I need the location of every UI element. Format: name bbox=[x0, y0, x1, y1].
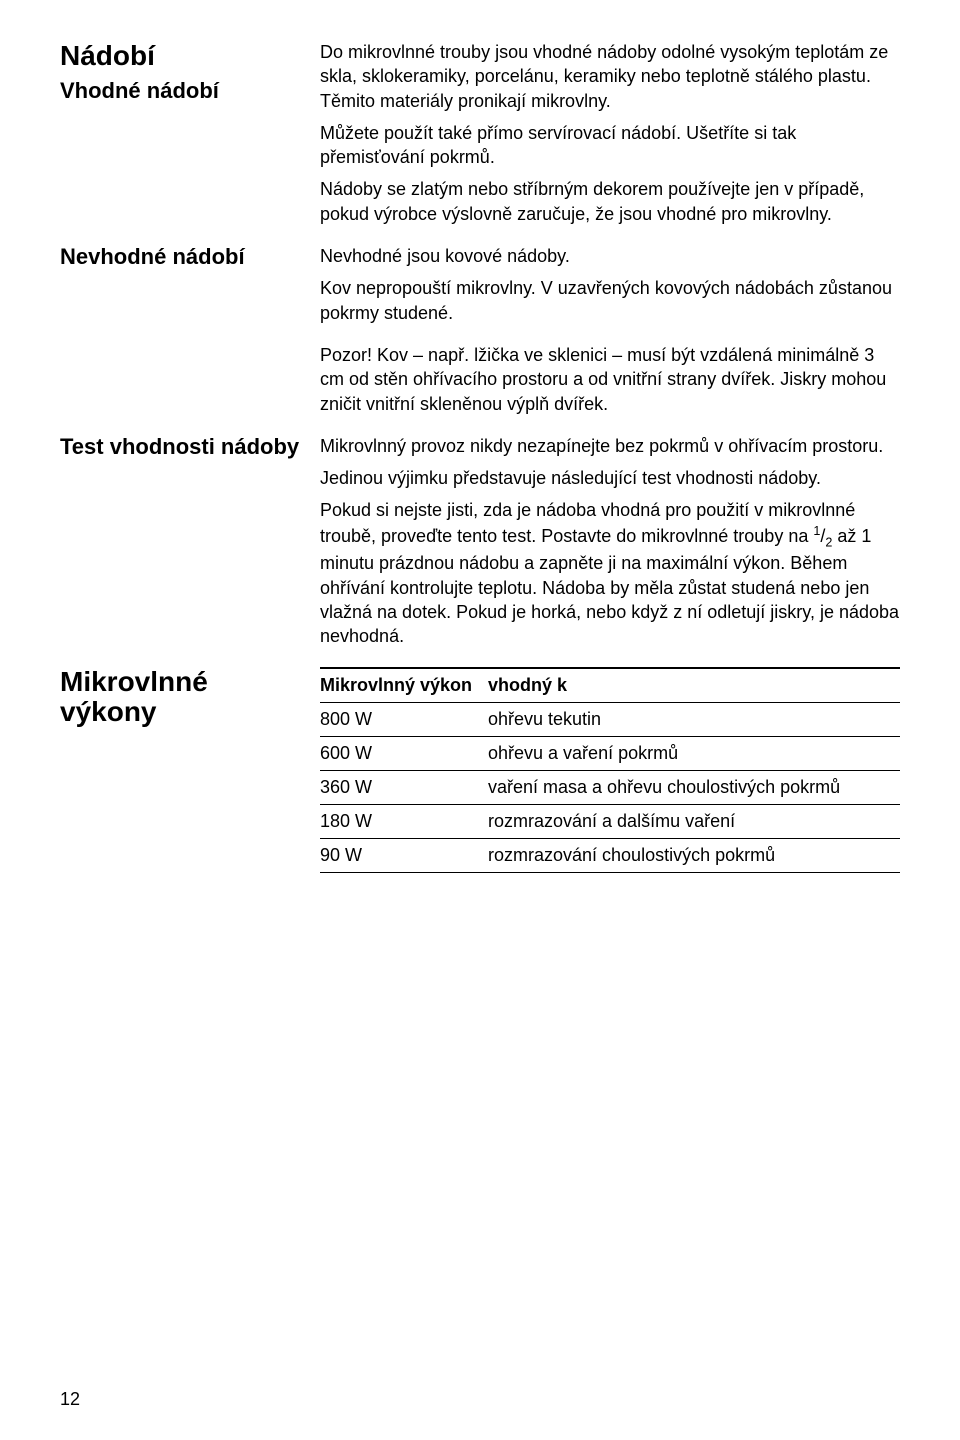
label-column: Nádobí Vhodné nádobí bbox=[60, 40, 320, 108]
test-p3a: Pokud si nejste jisti, zda je nádoba vho… bbox=[320, 500, 855, 545]
heading-unsuitable: Nevhodné nádobí bbox=[60, 244, 300, 270]
content-column: Pozor! Kov – např. lžička ve sklenici – … bbox=[320, 343, 900, 416]
heading-suitable: Vhodné nádobí bbox=[60, 78, 300, 104]
content-column: Mikrovlnný výkon vhodný k 800 W ohřevu t… bbox=[320, 667, 900, 873]
section-test: Test vhodnosti nádoby Mikrovlnný provoz … bbox=[60, 434, 900, 649]
table-row: 180 W rozmrazování a dalšímu vaření bbox=[320, 804, 900, 838]
use-cell: ohřevu a vaření pokrmů bbox=[488, 736, 900, 770]
section-suitable: Nádobí Vhodné nádobí Do mikrovlnné troub… bbox=[60, 40, 900, 226]
table-header-power: Mikrovlnný výkon bbox=[320, 668, 488, 703]
power-cell: 180 W bbox=[320, 804, 488, 838]
label-column: Nevhodné nádobí bbox=[60, 244, 320, 274]
page-number: 12 bbox=[60, 1389, 80, 1410]
table-row: 800 W ohřevu tekutin bbox=[320, 702, 900, 736]
use-cell: rozmrazování choulostivých pokrmů bbox=[488, 838, 900, 872]
label-column: Mikrovlnné výkony bbox=[60, 667, 320, 729]
table-header-use: vhodný k bbox=[488, 668, 900, 703]
use-cell: vaření masa a ohřevu choulostivých pokrm… bbox=[488, 770, 900, 804]
unsuitable-warning: Pozor! Kov – např. lžička ve sklenici – … bbox=[320, 343, 900, 416]
unsuitable-p2: Kov nepropouští mikrovlny. V uzavřených … bbox=[320, 276, 900, 325]
heading-test: Test vhodnosti nádoby bbox=[60, 434, 300, 460]
heading-nadobi: Nádobí bbox=[60, 40, 300, 72]
power-cell: 800 W bbox=[320, 702, 488, 736]
content-column: Mikrovlnný provoz nikdy nezapínejte bez … bbox=[320, 434, 900, 649]
suitable-p3: Nádoby se zlatým nebo stříbrným dekorem … bbox=[320, 177, 900, 226]
table-header-row: Mikrovlnný výkon vhodný k bbox=[320, 668, 900, 703]
use-cell: ohřevu tekutin bbox=[488, 702, 900, 736]
label-column: Test vhodnosti nádoby bbox=[60, 434, 320, 464]
use-cell: rozmrazování a dalšímu vaření bbox=[488, 804, 900, 838]
power-cell: 360 W bbox=[320, 770, 488, 804]
section-powers: Mikrovlnné výkony Mikrovlnný výkon vhodn… bbox=[60, 667, 900, 873]
heading-powers: Mikrovlnné výkony bbox=[60, 667, 300, 729]
power-cell: 600 W bbox=[320, 736, 488, 770]
table-row: 600 W ohřevu a vaření pokrmů bbox=[320, 736, 900, 770]
test-p3: Pokud si nejste jisti, zda je nádoba vho… bbox=[320, 498, 900, 648]
suitable-p1: Do mikrovlnné trouby jsou vhodné nádoby … bbox=[320, 40, 900, 113]
table-row: 360 W vaření masa a ohřevu choulostivých… bbox=[320, 770, 900, 804]
test-p2: Jedinou výjimku představuje následující … bbox=[320, 466, 900, 490]
section-unsuitable: Nevhodné nádobí Nevhodné jsou kovové nád… bbox=[60, 244, 900, 325]
content-column: Do mikrovlnné trouby jsou vhodné nádoby … bbox=[320, 40, 900, 226]
document-page: Nádobí Vhodné nádobí Do mikrovlnné troub… bbox=[0, 0, 960, 1440]
power-cell: 90 W bbox=[320, 838, 488, 872]
suitable-p2: Můžete použít také přímo servírovací nád… bbox=[320, 121, 900, 170]
table-row: 90 W rozmrazování choulostivých pokrmů bbox=[320, 838, 900, 872]
test-p1: Mikrovlnný provoz nikdy nezapínejte bez … bbox=[320, 434, 900, 458]
power-table: Mikrovlnný výkon vhodný k 800 W ohřevu t… bbox=[320, 667, 900, 873]
section-warning: Pozor! Kov – např. lžička ve sklenici – … bbox=[60, 343, 900, 416]
unsuitable-p1: Nevhodné jsou kovové nádoby. bbox=[320, 244, 900, 268]
content-column: Nevhodné jsou kovové nádoby. Kov nepropo… bbox=[320, 244, 900, 325]
